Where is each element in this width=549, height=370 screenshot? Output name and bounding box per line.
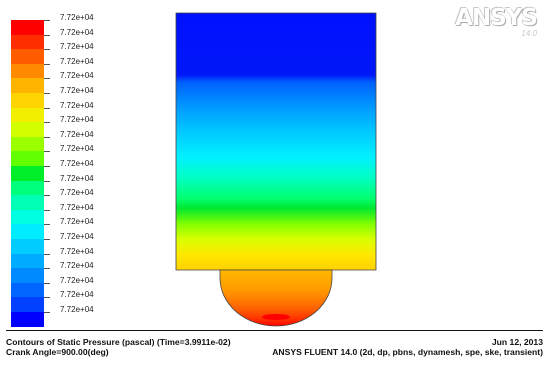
max-pressure-spot [262, 314, 290, 320]
legend-tick [44, 107, 50, 109]
legend-swatch [11, 166, 44, 181]
bowl-region [219, 269, 333, 327]
legend-label: 7.72e+04 [60, 173, 94, 183]
legend-swatch [11, 224, 44, 239]
legend-label: 7.72e+04 [60, 159, 94, 168]
legend-tick [44, 268, 50, 270]
legend-swatch [11, 239, 44, 254]
legend-tick [44, 312, 50, 313]
legend-swatch [11, 209, 44, 225]
legend-tick [44, 122, 50, 124]
legend-tick [44, 195, 50, 197]
legend-entry: 7.72e+04 [11, 86, 151, 108]
legend-tick [44, 224, 50, 226]
legend-tick [44, 239, 50, 240]
date-label: Jun 12, 2013 [491, 337, 543, 347]
legend-label: 7.72e+04 [60, 115, 94, 125]
legend-entry: 7.72e+04 [11, 28, 151, 50]
legend-entry: 7.72e+04 [11, 101, 151, 123]
legend-swatch [11, 268, 44, 283]
legend-label: 7.72e+04 [60, 261, 94, 271]
legend-swatch [11, 312, 44, 327]
legend-entry: 7.72e+04 [11, 276, 151, 298]
legend-label: 7.72e+04 [60, 188, 94, 198]
legend-entry: 7.72e+04 [11, 247, 151, 269]
legend-label: 7.72e+04 [60, 290, 94, 300]
legend-entry: 7.72e+04 [11, 203, 151, 225]
legend-label: 7.72e+04 [60, 202, 94, 212]
legend-entry: 7.72e+04 [11, 261, 151, 283]
legend-tick [44, 209, 50, 211]
logo-version: 14.0 [521, 29, 537, 38]
logo-text: ANSYS [455, 5, 538, 31]
ansys-logo: ANSYS 14.0 [455, 3, 547, 39]
legend-swatch [11, 151, 44, 166]
legend-label: 7.72e+04 [60, 100, 94, 110]
legend-swatch [11, 93, 44, 108]
legend-tick [44, 297, 50, 299]
legend-entry: 7.72e+04 [11, 232, 151, 254]
legend-entry: 7.72e+04 [11, 174, 151, 196]
legend-entry: 7.72e+04 [11, 144, 151, 166]
legend-swatch [11, 34, 44, 50]
legend-tick [44, 282, 50, 284]
legend-label: 7.72e+04 [60, 232, 94, 241]
plot-caption: Contours of Static Pressure (pascal) (Ti… [6, 337, 231, 347]
legend-swatch [11, 136, 44, 152]
legend-swatch [11, 63, 44, 79]
legend-swatch [11, 122, 44, 137]
legend-swatch [11, 180, 44, 196]
cylinder-region [175, 12, 377, 271]
legend-tick [44, 180, 50, 182]
solver-info-label: ANSYS FLUENT 14.0 (2d, dp, pbns, dynames… [272, 347, 543, 357]
legend-swatch [11, 20, 44, 35]
legend-label: 7.72e+04 [60, 42, 94, 52]
legend-entry: 7.72e+04 [11, 115, 151, 137]
legend-tick [44, 34, 50, 36]
legend-tick [44, 136, 50, 138]
legend-entry: 7.72e+04 [11, 290, 151, 312]
legend-swatch [11, 49, 44, 64]
legend-entry: 7.72e+04 [11, 71, 151, 93]
legend-tick [44, 93, 50, 94]
legend-label: 7.72e+04 [60, 71, 94, 81]
legend-label: 7.72e+04 [60, 275, 94, 285]
legend-entry: 7.72e+04 [11, 13, 151, 35]
legend-entry: 7.72e+04 [11, 188, 151, 210]
legend-label: 7.72e+04 [60, 305, 94, 314]
legend-entry: 7.72e+04 [11, 217, 151, 239]
legend-swatch [11, 253, 44, 269]
legend-label: 7.72e+04 [60, 217, 94, 227]
legend-label: 7.72e+04 [60, 86, 94, 95]
legend-entry: 7.72e+04 [11, 42, 151, 64]
legend-entry: 7.72e+04 [11, 305, 151, 327]
legend-entry: 7.72e+04 [11, 57, 151, 79]
legend-swatch [11, 195, 44, 210]
footer-divider [6, 330, 543, 331]
legend-entry: 7.72e+04 [11, 159, 151, 181]
legend-swatch [11, 282, 44, 298]
legend-swatch [11, 297, 44, 312]
crank-angle-label: Crank Angle=900.00(deg) [6, 347, 109, 357]
legend-tick [44, 49, 50, 51]
legend-tick [44, 78, 50, 80]
pressure-contour-plot [175, 12, 377, 327]
legend-label: 7.72e+04 [60, 13, 94, 22]
legend-tick [44, 20, 50, 21]
legend-tick [44, 63, 50, 65]
legend-label: 7.72e+04 [60, 129, 94, 139]
legend-label: 7.72e+04 [60, 27, 94, 37]
legend-tick [44, 166, 50, 167]
legend-tick [44, 151, 50, 153]
legend-label: 7.72e+04 [60, 144, 94, 154]
legend-swatch [11, 107, 44, 123]
legend-label: 7.72e+04 [60, 56, 94, 66]
legend-swatch [11, 78, 44, 93]
legend-entry: 7.72e+04 [11, 130, 151, 152]
legend-label: 7.72e+04 [60, 246, 94, 256]
legend-tick [44, 253, 50, 255]
